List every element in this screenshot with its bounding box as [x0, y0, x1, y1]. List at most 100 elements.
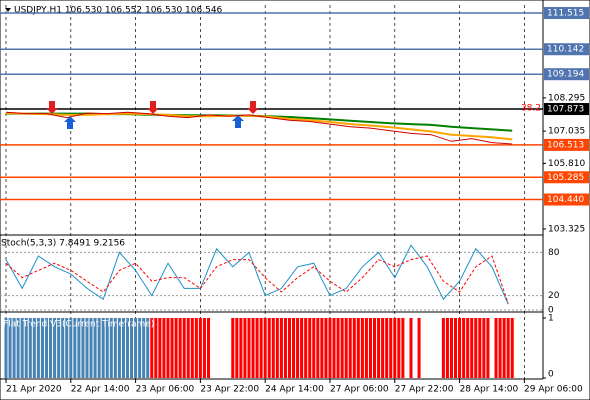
- trend-bar: [453, 318, 458, 378]
- trend-bar: [89, 318, 93, 378]
- trend-bar: [271, 318, 275, 378]
- trend-bar: [360, 318, 364, 378]
- trend-bar: [251, 318, 255, 378]
- trend-bar: [482, 318, 486, 378]
- y-tick-label: 108.295: [548, 93, 585, 103]
- trend-bar: [445, 318, 449, 378]
- trend-bar: [190, 318, 194, 378]
- y-tick-label: 103.325: [548, 224, 585, 234]
- level-label-box: [544, 171, 589, 184]
- y-tick-label: 105.810: [548, 159, 585, 169]
- sell-arrow: [147, 101, 159, 114]
- trend-bar: [121, 318, 125, 378]
- trend-bar: [105, 318, 109, 378]
- trend-bar: [328, 318, 332, 378]
- sell-arrow: [46, 101, 58, 114]
- level-label-box: [544, 193, 589, 206]
- level-label: 111.515: [547, 9, 584, 19]
- trend-bar: [16, 318, 20, 378]
- trend-bar: [364, 318, 368, 378]
- trend-bar: [356, 318, 360, 378]
- trend-bar: [36, 318, 40, 378]
- x-tick-label: 23 Apr 22:00: [200, 385, 259, 395]
- x-tick-label: 21 Apr 2020: [6, 385, 62, 395]
- menu-triangle: [5, 8, 11, 12]
- x-tick-label: 23 Apr 06:00: [136, 385, 195, 395]
- trend-bar: [308, 318, 312, 378]
- trend-bar: [85, 318, 89, 378]
- x-tick-label: 27 Apr 22:00: [395, 385, 454, 395]
- trend-bar: [53, 318, 57, 378]
- trend-bar: [385, 318, 389, 378]
- series-line: [5, 111, 513, 145]
- trend-bar: [352, 318, 356, 378]
- trend-bar: [296, 318, 300, 378]
- trend-bar: [259, 318, 263, 378]
- trend-bar: [77, 318, 81, 378]
- trend-bar: [373, 318, 377, 378]
- trend-bar: [409, 318, 413, 378]
- trend-bar: [243, 318, 247, 378]
- trend-bar: [316, 318, 320, 378]
- trend-bar: [474, 318, 478, 378]
- trend-bar: [65, 318, 69, 378]
- trend-bar: [283, 318, 287, 378]
- trend-bar: [101, 318, 105, 378]
- trend-bar: [466, 318, 470, 378]
- trend-bar: [28, 318, 32, 378]
- trend-bar: [506, 318, 510, 378]
- trend-bar: [170, 318, 174, 378]
- trend-bar: [57, 318, 61, 378]
- y-tick-label: 107.035: [548, 127, 585, 137]
- trend-bar: [93, 318, 97, 378]
- trend-bar: [186, 318, 190, 378]
- trend-title: Flat Trend V3(Current Timeframe): [3, 320, 154, 330]
- trend-bar: [69, 318, 73, 378]
- level-label-box: [544, 103, 589, 116]
- trend-bar: [348, 318, 352, 378]
- trend-bar: [336, 318, 340, 378]
- buy-arrow: [232, 115, 244, 128]
- level-label-box: [544, 138, 589, 151]
- trend-bar: [81, 318, 85, 378]
- trend-bar: [324, 318, 328, 378]
- trend-bar: [44, 318, 49, 378]
- stoch-tick-label: 20: [548, 291, 560, 301]
- trend-bar: [182, 318, 186, 378]
- trend-bar: [32, 318, 36, 378]
- trend-bar: [470, 318, 474, 378]
- stoch-tick-label: 0: [548, 306, 554, 316]
- trend-tick-label: 1: [548, 314, 554, 324]
- x-tick-label: 27 Apr 06:00: [330, 385, 389, 395]
- trend-bar: [502, 318, 506, 378]
- trend-bar: [510, 318, 514, 378]
- trend-bar: [239, 318, 243, 378]
- trend-bar: [8, 318, 12, 378]
- trend-bar: [142, 318, 146, 378]
- x-tick-label: 24 Apr 14:00: [265, 385, 324, 395]
- x-tick-label: 22 Apr 14:00: [71, 385, 130, 395]
- trend-bar: [24, 318, 28, 378]
- level-label-box: [544, 43, 589, 56]
- trend-bar: [202, 318, 206, 378]
- trend-bar: [174, 318, 178, 378]
- trend-bar: [125, 318, 130, 378]
- trend-bar: [397, 318, 401, 378]
- trend-bar: [332, 318, 336, 378]
- trend-bar: [206, 318, 211, 378]
- trend-bar: [235, 318, 239, 378]
- trend-bar: [178, 318, 182, 378]
- level-label: 105.285: [547, 173, 584, 183]
- trend-bar: [368, 318, 373, 378]
- trend-bar: [486, 318, 490, 378]
- level-label-box: [544, 7, 589, 20]
- buy-arrow: [64, 116, 76, 129]
- trend-bar: [312, 318, 316, 378]
- level-label: 104.440: [547, 195, 584, 205]
- trend-bar: [138, 318, 142, 378]
- trend-bar: [279, 318, 283, 378]
- trend-bar: [146, 318, 150, 378]
- trend-bar: [194, 318, 198, 378]
- signal-arrows: [46, 101, 259, 129]
